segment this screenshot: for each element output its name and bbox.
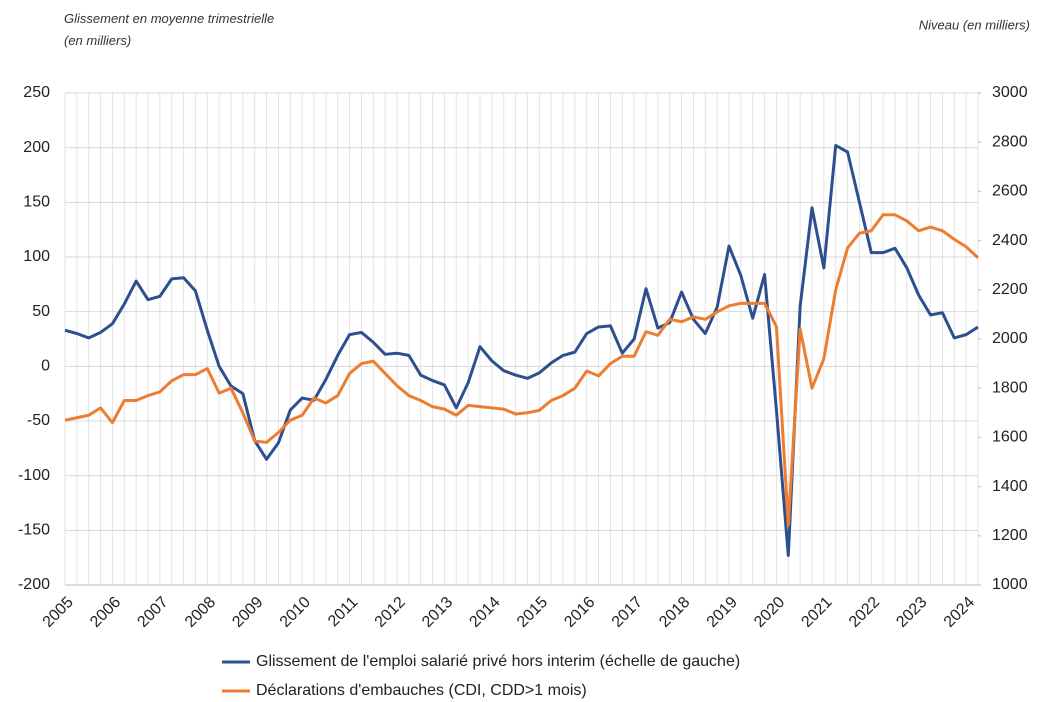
x-tick-label: 2022 — [846, 594, 883, 631]
y2-tick-label: 2400 — [992, 232, 1028, 249]
x-tick-label: 2014 — [466, 594, 503, 631]
x-tick-label: 2021 — [798, 594, 835, 631]
x-tick-label: 2008 — [182, 594, 219, 631]
y-tick-label: 250 — [23, 84, 50, 101]
y-tick-label: -200 — [18, 576, 50, 593]
x-tick-label: 2005 — [40, 594, 77, 631]
y-tick-label: 50 — [32, 303, 50, 320]
x-tick-label: 2015 — [514, 594, 551, 631]
y-tick-label: -50 — [27, 412, 50, 429]
x-tick-label: 2018 — [656, 594, 693, 631]
y2-tick-label: 1400 — [992, 478, 1028, 495]
y2-tick-label: 2000 — [992, 330, 1028, 347]
y2-tick-label: 2600 — [992, 183, 1028, 200]
x-tick-label: 2010 — [277, 594, 314, 631]
y2-tick-label: 2200 — [992, 281, 1028, 298]
legend-label: Glissement de l'emploi salarié privé hor… — [256, 653, 740, 670]
y-tick-label: 150 — [23, 194, 50, 211]
y-tick-label: -100 — [18, 467, 50, 484]
x-tick-label: 2019 — [704, 594, 741, 631]
y-tick-label: -150 — [18, 522, 50, 539]
y-tick-label: 200 — [23, 139, 50, 156]
y2-axis-label: Niveau (en milliers) — [919, 17, 1030, 32]
x-tick-label: 2007 — [134, 594, 171, 631]
series-line — [64, 213, 980, 527]
x-tick-label: 2024 — [941, 594, 978, 631]
x-tick-label: 2023 — [893, 594, 930, 631]
x-tick-label: 2011 — [325, 594, 361, 630]
series-line — [64, 143, 979, 557]
x-tick-label: 2017 — [609, 594, 646, 631]
x-tick-label: 2012 — [372, 594, 409, 631]
x-tick-label: 2020 — [751, 594, 788, 631]
x-tick-label: 2006 — [87, 594, 124, 631]
y2-tick-label: 1000 — [992, 576, 1028, 593]
y2-tick-label: 2800 — [992, 133, 1028, 150]
x-tick-label: 2016 — [561, 594, 598, 631]
y-tick-label: 0 — [41, 358, 50, 375]
x-tick-label: 2013 — [419, 594, 456, 631]
y2-tick-label: 3000 — [992, 84, 1028, 101]
y-tick-label: 100 — [23, 248, 50, 265]
y2-tick-label: 1200 — [992, 527, 1028, 544]
y-axis-label: Glissement en moyenne trimestrielle (en m… — [64, 11, 274, 48]
legend-label: Déclarations d'embauches (CDI, CDD>1 moi… — [256, 682, 587, 699]
y2-tick-label: 1800 — [992, 379, 1028, 396]
x-tick-label: 2009 — [229, 594, 266, 631]
y2-tick-label: 1600 — [992, 429, 1028, 446]
